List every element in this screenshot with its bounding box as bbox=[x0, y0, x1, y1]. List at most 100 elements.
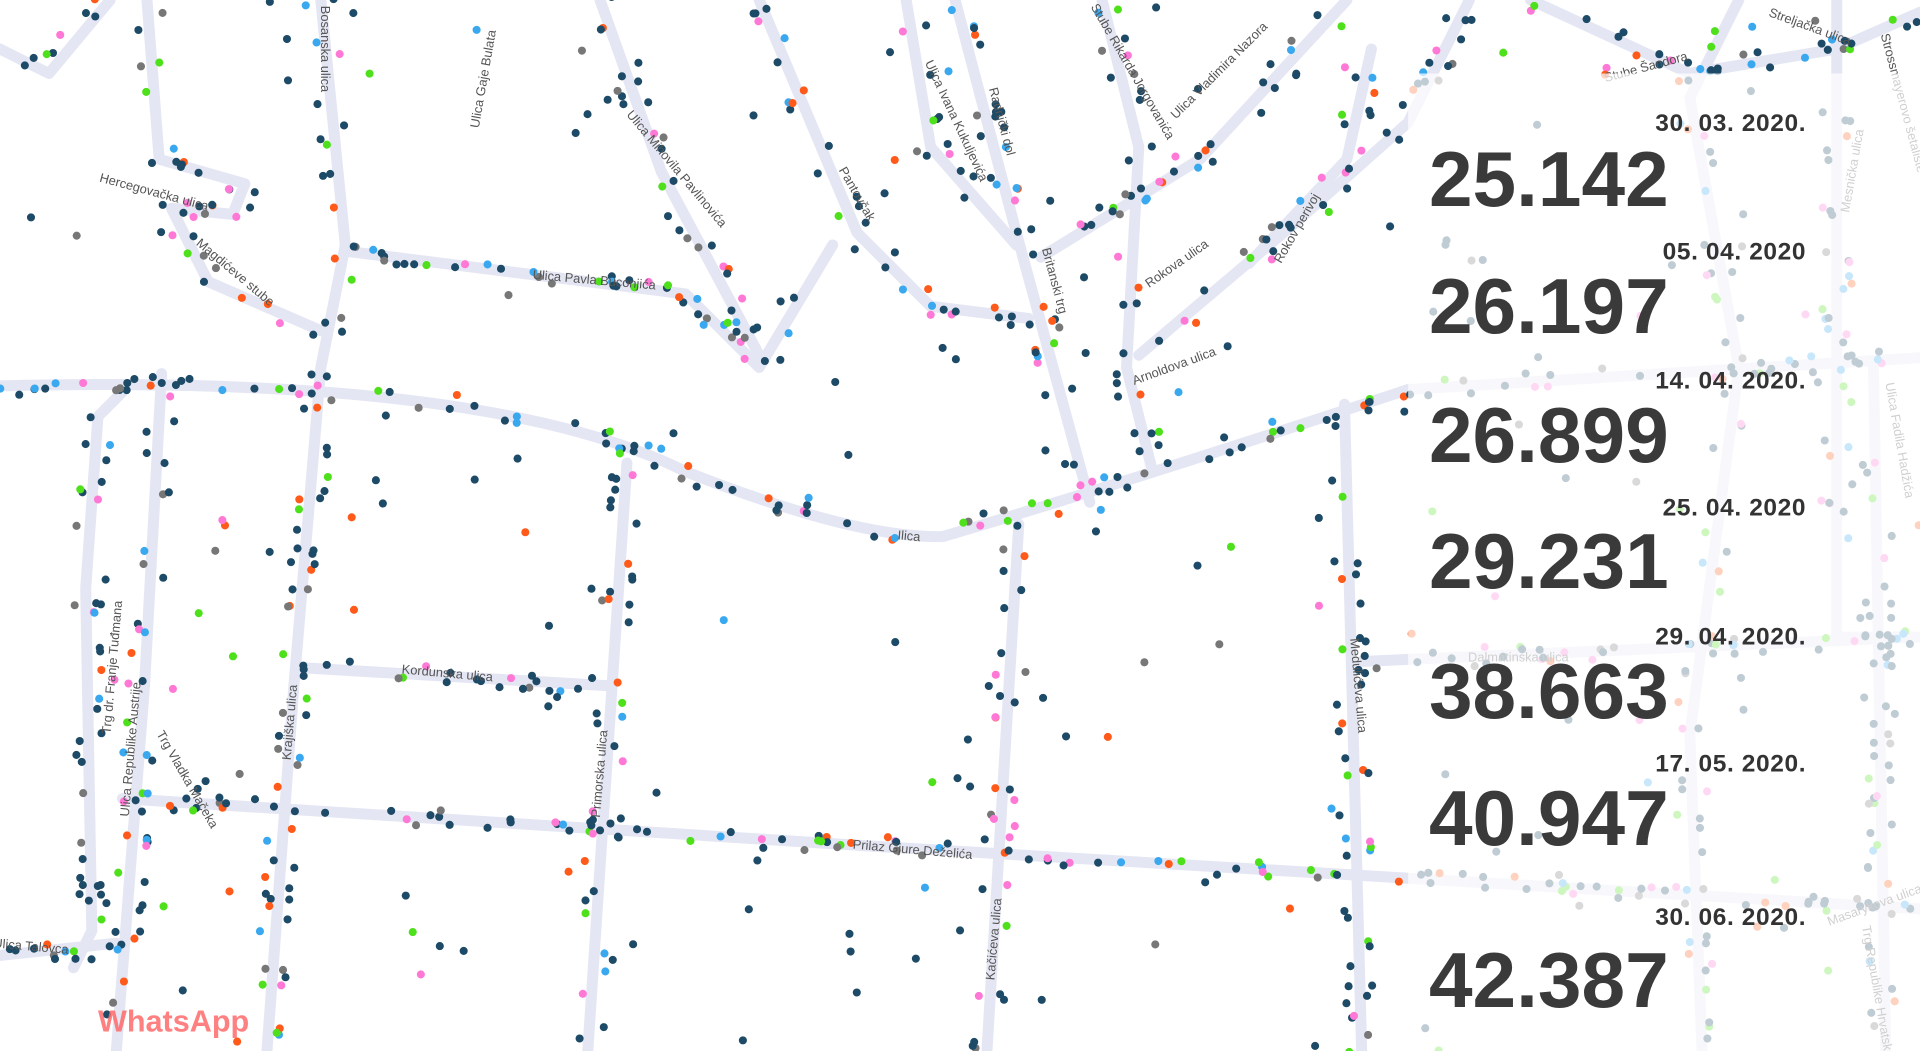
incident-dot bbox=[452, 390, 461, 400]
road bbox=[1338, 398, 1368, 1051]
incident-dot bbox=[112, 386, 121, 395]
incident-dot bbox=[119, 748, 128, 757]
incident-dot bbox=[250, 188, 259, 197]
incident-dot bbox=[1276, 426, 1285, 435]
incident-dot bbox=[1076, 220, 1085, 229]
incident-dot bbox=[329, 203, 338, 212]
incident-dot bbox=[935, 843, 944, 853]
incident-dot bbox=[939, 305, 948, 314]
incident-dot bbox=[512, 412, 521, 421]
incident-dot bbox=[279, 650, 288, 659]
incident-dot bbox=[1114, 392, 1123, 401]
incident-dot bbox=[201, 777, 210, 786]
incident-dot bbox=[1239, 247, 1248, 256]
incident-dot bbox=[90, 0, 99, 4]
incident-dot bbox=[199, 251, 208, 260]
incident-dot bbox=[349, 9, 358, 18]
incident-dot bbox=[135, 906, 144, 915]
incident-dot bbox=[307, 389, 316, 398]
incident-dot bbox=[990, 303, 999, 312]
incident-dot bbox=[788, 99, 797, 108]
incident-dot bbox=[265, 902, 274, 911]
incident-dot bbox=[715, 480, 724, 490]
incident-dot bbox=[926, 70, 935, 79]
incident-dot bbox=[861, 218, 870, 227]
incident-dot bbox=[1154, 427, 1164, 436]
incident-dot bbox=[578, 989, 587, 998]
incident-dot bbox=[422, 662, 431, 671]
incident-dot bbox=[1155, 177, 1164, 186]
incident-dot bbox=[123, 378, 132, 388]
incident-dot bbox=[101, 575, 110, 584]
incident-dot bbox=[1330, 557, 1339, 566]
incident-dot bbox=[1010, 796, 1019, 805]
incident-dot bbox=[1005, 785, 1014, 794]
incident-dot bbox=[1106, 73, 1115, 82]
incident-dot bbox=[504, 291, 513, 300]
incident-dot bbox=[1069, 460, 1078, 469]
incident-dot bbox=[1292, 69, 1301, 78]
incident-dot bbox=[193, 784, 202, 793]
incident-dot bbox=[77, 757, 86, 766]
incident-dot bbox=[1888, 15, 1897, 24]
incident-dot bbox=[1025, 320, 1034, 329]
incident-dot bbox=[215, 793, 224, 802]
incident-dot bbox=[1017, 586, 1026, 595]
incident-dot bbox=[1087, 220, 1096, 229]
incident-dot bbox=[329, 0, 338, 4]
incident-dot bbox=[716, 832, 725, 841]
incident-dot bbox=[349, 605, 359, 614]
incident-dot bbox=[589, 887, 598, 896]
incident-dot bbox=[233, 1037, 242, 1046]
incident-dot bbox=[610, 742, 619, 751]
incident-dot bbox=[70, 601, 79, 610]
incident-dot bbox=[1257, 108, 1266, 117]
incident-dot bbox=[854, 202, 863, 211]
incident-dot bbox=[780, 34, 789, 43]
incident-dot bbox=[79, 378, 88, 388]
incident-dot bbox=[989, 814, 998, 823]
incident-dot bbox=[483, 823, 492, 832]
incident-dot bbox=[316, 494, 325, 503]
road bbox=[1243, 43, 1377, 269]
road bbox=[582, 457, 633, 1051]
incident-dot bbox=[189, 232, 198, 241]
incident-dot bbox=[663, 212, 673, 221]
incident-dot bbox=[387, 806, 396, 815]
incident-dot bbox=[171, 380, 180, 390]
incident-dot bbox=[633, 825, 642, 834]
incident-dot bbox=[996, 990, 1005, 999]
incident-dot bbox=[293, 760, 302, 770]
incident-dot bbox=[885, 48, 895, 57]
incident-dot bbox=[1043, 854, 1052, 863]
incident-dot bbox=[650, 129, 659, 138]
incident-dot bbox=[91, 12, 100, 21]
incident-dot bbox=[1037, 995, 1046, 1004]
incident-dot bbox=[978, 885, 987, 894]
incident-dot bbox=[110, 675, 119, 684]
incident-dot bbox=[753, 323, 762, 332]
incident-dot bbox=[1113, 5, 1123, 14]
incident-dot bbox=[1313, 11, 1322, 20]
incident-dot bbox=[1582, 15, 1591, 24]
watermark: WhatsApp bbox=[98, 1004, 249, 1038]
incident-dot bbox=[97, 477, 106, 486]
incident-dot bbox=[1237, 443, 1246, 452]
road bbox=[261, 0, 351, 1051]
incident-dot bbox=[1338, 719, 1347, 728]
incident-dot bbox=[1005, 833, 1014, 842]
incident-dot bbox=[629, 940, 638, 949]
incident-dot bbox=[1823, 45, 1832, 54]
incident-dot bbox=[394, 674, 403, 683]
incident-dot bbox=[302, 711, 311, 720]
incident-dot bbox=[588, 829, 597, 838]
incident-dot bbox=[237, 293, 246, 302]
incident-dot bbox=[1337, 574, 1347, 584]
incident-dot bbox=[846, 947, 855, 956]
incident-dot bbox=[194, 609, 203, 618]
incident-dot bbox=[92, 599, 101, 608]
incident-dot bbox=[943, 139, 952, 149]
incident-dot bbox=[295, 495, 304, 504]
incident-dot bbox=[1366, 111, 1375, 120]
